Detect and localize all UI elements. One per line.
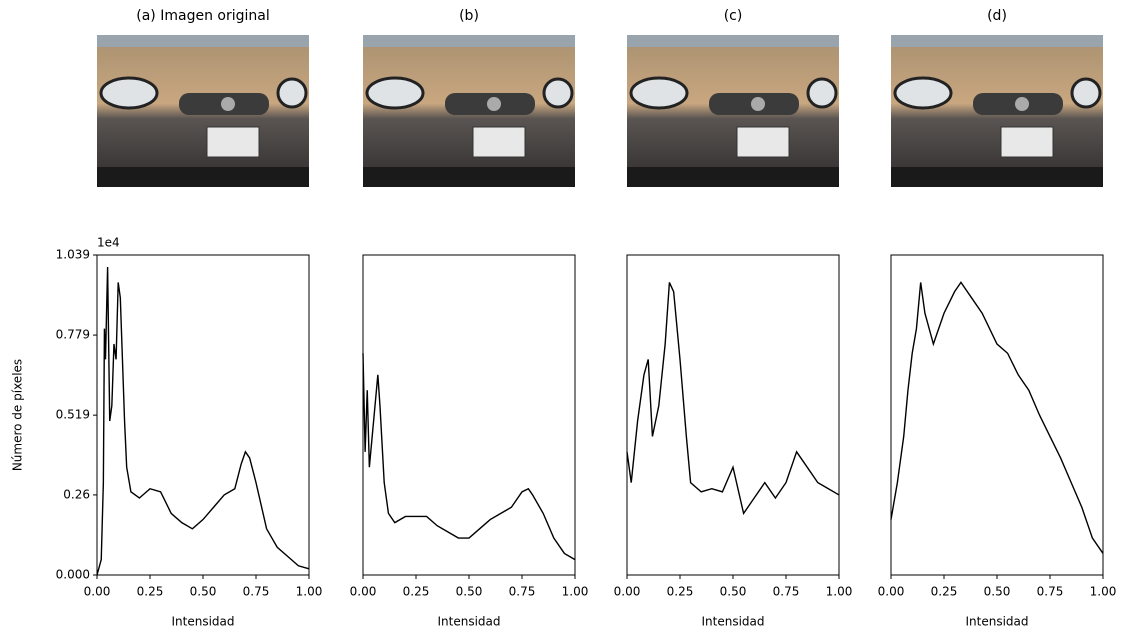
x-tick-label: 0.75 [773,585,800,599]
y-tick-label: 0.26 [63,487,90,501]
y-tick-label: 1.039 [56,248,90,262]
x-tick-label: 0.25 [137,585,164,599]
x-tick-label: 0.50 [984,585,1011,599]
y-tick-label: 0.519 [56,408,90,422]
histogram-line [96,266,310,576]
x-tick-label: 0.25 [667,585,694,599]
x-tick-label: 0.50 [720,585,747,599]
x-axis-label: Intensidad [701,615,764,629]
y-axis-label: Número de píxeles [11,359,25,471]
histogram-line [626,282,840,516]
x-tick-label: 0.25 [931,585,958,599]
x-tick-label: 0.00 [878,585,905,599]
plot-frame [626,254,840,576]
x-tick-label: 0.25 [403,585,430,599]
x-tick-label: 1.00 [1090,585,1117,599]
panel-title: (d) [987,8,1007,24]
x-tick-label: 0.75 [509,585,536,599]
x-tick-label: 1.00 [826,585,853,599]
x-tick-label: 0.00 [350,585,377,599]
plot-frame [96,254,310,576]
axis-offset: 1e4 [97,236,120,250]
image-b [361,33,577,189]
histogram-line [362,353,576,561]
y-tick-label: 0.000 [56,568,90,582]
x-tick-label: 0.75 [243,585,270,599]
image-d [889,33,1105,189]
panel-title: (b) [459,8,479,24]
panel-title: (a) Imagen original [136,8,269,24]
x-axis-label: Intensidad [171,615,234,629]
y-tick-label: 0.779 [56,328,90,342]
x-tick-label: 0.00 [84,585,111,599]
x-axis-label: Intensidad [437,615,500,629]
plot-frame [362,254,576,576]
x-tick-label: 0.00 [614,585,641,599]
panel-title: (c) [724,8,743,24]
x-tick-label: 0.75 [1037,585,1064,599]
histogram-line [890,281,1104,554]
x-tick-label: 1.00 [562,585,589,599]
x-tick-label: 0.50 [190,585,217,599]
image-c [625,33,841,189]
x-tick-label: 0.50 [456,585,483,599]
plot-frame [890,254,1104,576]
x-axis-label: Intensidad [965,615,1028,629]
image-original [95,33,311,189]
x-tick-label: 1.00 [296,585,323,599]
